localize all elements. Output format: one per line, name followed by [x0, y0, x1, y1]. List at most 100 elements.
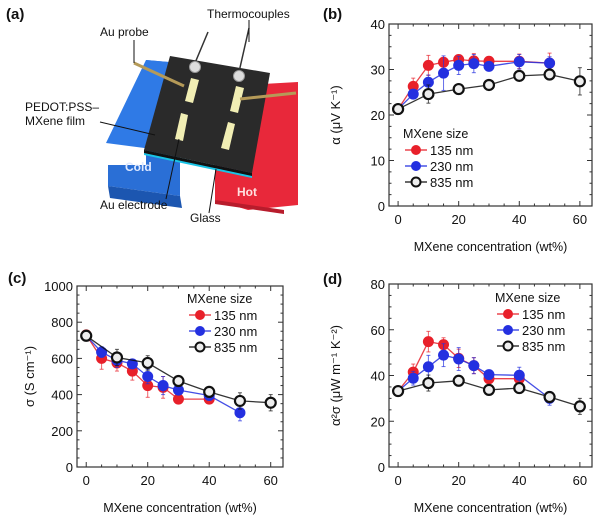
data-point	[543, 68, 556, 81]
data-point	[126, 358, 138, 370]
data-point	[573, 75, 586, 88]
x-tick-label: 0	[394, 212, 401, 227]
au-electrode-1	[185, 78, 199, 103]
legend-entry: 835 nm	[214, 340, 257, 355]
label-glass: Glass	[190, 211, 221, 225]
y-tick-label: 800	[51, 315, 73, 330]
panel-label: (c)	[8, 270, 26, 287]
x-axis-label: MXene concentration (wt%)	[414, 501, 568, 515]
data-point	[142, 371, 154, 382]
data-point	[233, 394, 247, 408]
series-835-nm	[80, 329, 277, 412]
data-point	[438, 67, 450, 79]
x-tick-label: 20	[451, 473, 465, 488]
legend-title: MXene size	[403, 127, 468, 141]
legend-marker	[195, 310, 205, 320]
legend-marker	[502, 340, 514, 352]
x-tick-label: 20	[140, 473, 154, 488]
label-film-line1: PEDOT:PSS–	[25, 100, 99, 114]
legend-marker	[194, 341, 206, 353]
y-tick-label: 1000	[44, 279, 73, 294]
y-tick-label: 60	[371, 323, 385, 338]
legend-entry: 230 nm	[214, 324, 257, 339]
y-tick-label: 600	[51, 351, 73, 366]
data-point	[407, 372, 419, 384]
data-point	[391, 384, 405, 398]
data-point	[468, 58, 480, 70]
legend-title: MXene size	[495, 291, 560, 305]
data-point	[422, 87, 435, 101]
x-tick-label: 60	[263, 473, 277, 488]
thermocouple-wire-2	[238, 27, 250, 73]
label-hot: Hot	[237, 185, 257, 199]
x-tick-label: 40	[512, 212, 526, 227]
x-axis-label: MXene concentration (wt%)	[103, 501, 257, 515]
y-tick-label: 20	[371, 414, 385, 429]
data-point	[453, 59, 465, 71]
data-point	[482, 78, 496, 92]
x-tick-label: 40	[512, 473, 526, 488]
au-electrode-3	[230, 86, 244, 113]
film	[144, 56, 270, 173]
data-point	[141, 356, 154, 370]
y-tick-label: 0	[378, 460, 385, 475]
data-point	[483, 60, 495, 72]
data-point	[407, 88, 419, 100]
thermocouple-bead-2	[233, 70, 245, 82]
legend-entry: 135 nm	[430, 143, 473, 158]
panel-a-label: (a)	[6, 6, 24, 23]
data-point	[544, 57, 556, 69]
x-tick-label: 60	[573, 212, 587, 227]
data-point	[157, 380, 169, 392]
legend-marker	[410, 176, 422, 188]
y-axis-label: σ (S cm⁻¹)	[22, 346, 37, 407]
au-electrode-2	[175, 113, 188, 141]
data-point	[513, 369, 525, 381]
data-point	[513, 69, 526, 82]
legend-entry: 135 nm	[522, 307, 565, 322]
y-tick-label: 0	[378, 199, 385, 214]
x-axis-label: MXene concentration (wt%)	[414, 240, 568, 254]
label-au-electrode: Au electrode	[100, 198, 168, 212]
label-film-line2: MXene film	[25, 114, 85, 128]
data-point	[452, 82, 465, 96]
legend-entry: 230 nm	[430, 159, 473, 174]
panel-label: (b)	[323, 6, 342, 23]
y-axis-label: α²σ (μW m⁻¹ K⁻²)	[328, 325, 343, 426]
y-tick-label: 0	[66, 460, 73, 475]
callout-au-electrode	[165, 138, 180, 200]
series-230-nm	[392, 343, 556, 406]
x-tick-label: 0	[83, 473, 90, 488]
legend-entry: 835 nm	[430, 175, 473, 190]
y-tick-label: 40	[371, 369, 385, 384]
x-tick-label: 0	[394, 473, 401, 488]
label-au-probe: Au probe	[100, 25, 149, 39]
chart-seebeck: (b) 0 20 40 60 0 10 20 30 40 MXene concentration (…	[323, 6, 593, 254]
legend-marker	[411, 161, 421, 171]
data-point	[391, 102, 405, 116]
label-cold: Cold	[125, 160, 152, 174]
y-tick-label: 40	[371, 17, 385, 32]
data-point	[422, 336, 434, 348]
data-point	[468, 360, 480, 372]
data-point	[422, 361, 434, 373]
y-axis-label: α (μV K⁻¹)	[328, 85, 343, 144]
data-point	[483, 369, 495, 381]
panel-a-schematic: (a) Thermocouples Au probe PED	[6, 6, 298, 225]
data-point	[573, 400, 586, 413]
y-tick-label: 400	[51, 388, 73, 403]
label-thermocouples: Thermocouples	[207, 7, 290, 21]
panel-label: (d)	[323, 271, 342, 288]
legend-marker	[503, 309, 513, 319]
data-point	[513, 381, 526, 395]
legend-marker	[503, 325, 513, 335]
au-probe-right	[239, 91, 297, 101]
y-tick-label: 80	[371, 277, 385, 292]
chart-power-factor: (d) 0 20 40 60 0 20 40 60 80 MXene concentration (…	[323, 271, 593, 515]
data-point	[172, 393, 184, 405]
data-point	[452, 374, 465, 387]
